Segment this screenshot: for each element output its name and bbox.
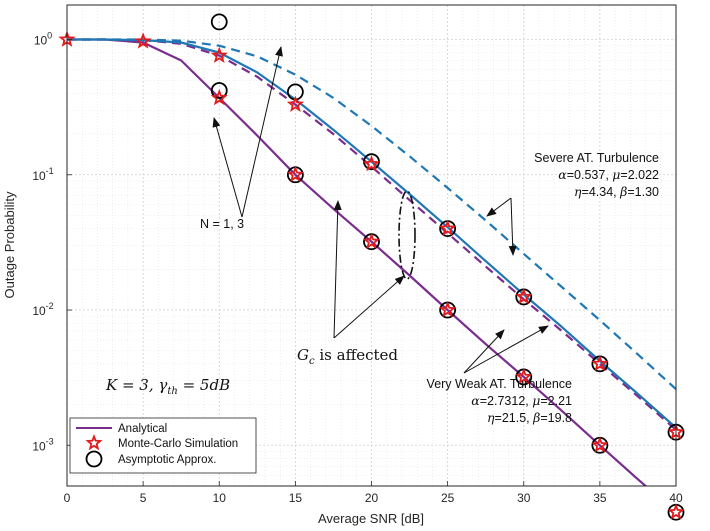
simulation-marker: [286, 165, 305, 182]
legend-simulation-label: Monte-Carlo Simulation: [118, 438, 238, 450]
severe-arrow-2: [508, 197, 517, 256]
severe-params-2: η=4.34, β=1.30: [574, 184, 659, 199]
x-tick-label: 20: [365, 491, 379, 505]
n-arrow-2: [212, 117, 243, 218]
simulation-marker: [210, 46, 228, 63]
x-tick-label: 35: [593, 491, 607, 505]
simulation-marker: [362, 232, 381, 250]
x-tick-label: 0: [64, 491, 71, 505]
legend-analytical-label: Analytical: [118, 423, 167, 435]
series-line-1: [67, 38, 648, 486]
x-axis-ticks: 0 5 10 15 20 25 30 35 40: [64, 481, 683, 505]
n-arrow-1: [241, 46, 283, 218]
simulation-marker: [438, 300, 457, 318]
n-label: N = 1, 3: [200, 217, 244, 231]
asymptotic-marker: [210, 13, 228, 31]
simulation-marker: [439, 219, 457, 236]
gc-annotation: Gc is affected: [297, 190, 416, 367]
y-axis-label: Outage Probability: [2, 191, 17, 298]
y-tick-label: 10-2: [32, 301, 53, 318]
y-tick-label: 10-3: [32, 436, 53, 453]
severe-arrow-1: [486, 197, 512, 217]
x-tick-label: 10: [213, 491, 227, 505]
gc-arrow-2: [333, 275, 405, 339]
simulation-marker: [210, 88, 228, 106]
weak-arrow-1: [463, 329, 505, 374]
legend-simulation-marker: [85, 433, 103, 451]
simulation-marker: [591, 354, 609, 372]
x-tick-label: 30: [517, 491, 531, 505]
weak-title: Very Weak AT. Turbulence: [427, 377, 572, 391]
legend: Analytical Monte-Carlo Simulation Asympt…: [69, 417, 257, 474]
severe-params-1: α=0.537, μ=2.022: [558, 167, 659, 182]
x-tick-label: 5: [140, 491, 147, 505]
simulation-marker: [591, 436, 609, 453]
legend-asymptotic-label: Asymptotic Approx.: [118, 454, 216, 466]
x-tick-label: 15: [289, 491, 303, 505]
simulation-marker: [515, 287, 533, 305]
series-line-4: [67, 38, 676, 391]
weak-turbulence-annotation: Very Weak AT. Turbulence α=2.7312, μ=2.2…: [427, 325, 572, 425]
weak-params-1: α=2.7312, μ=2.21: [471, 393, 572, 408]
simulation-marker: [286, 95, 305, 112]
minor-grid: [67, 5, 676, 486]
simulation-marker: [515, 368, 533, 385]
severe-turbulence-annotation: Severe AT. Turbulence α=0.537, μ=2.022 η…: [486, 151, 659, 256]
weak-arrow-2: [463, 325, 549, 374]
y-tick-label: 100: [34, 31, 52, 48]
x-tick-label: 25: [441, 491, 455, 505]
n-annotation: N = 1, 3: [200, 46, 283, 231]
asymptotic-marker: [210, 82, 228, 99]
x-tick-label: 40: [669, 491, 683, 505]
series-lines: [67, 38, 676, 486]
gc-ellipse: [398, 190, 416, 280]
simulation-marker: [134, 32, 152, 49]
series-line-3: [67, 38, 676, 429]
simulation-marker: [667, 503, 685, 520]
k-gamma-annotation: K = 3, γth = 5dB: [105, 376, 230, 397]
legend-asymptotic-marker: [85, 450, 103, 468]
x-axis-label: Average SNR [dB]: [318, 511, 424, 526]
gc-arrow-1: [333, 200, 342, 339]
gc-label: Gc is affected: [297, 346, 398, 367]
weak-params-2: η=21.5, β=19.8: [487, 410, 572, 425]
simulation-marker: [362, 155, 381, 172]
y-axis-ticks: 100 10-1 10-2 10-3: [32, 31, 72, 453]
y-tick-label: 10-1: [32, 166, 53, 183]
severe-title: Severe AT. Turbulence: [534, 151, 659, 165]
